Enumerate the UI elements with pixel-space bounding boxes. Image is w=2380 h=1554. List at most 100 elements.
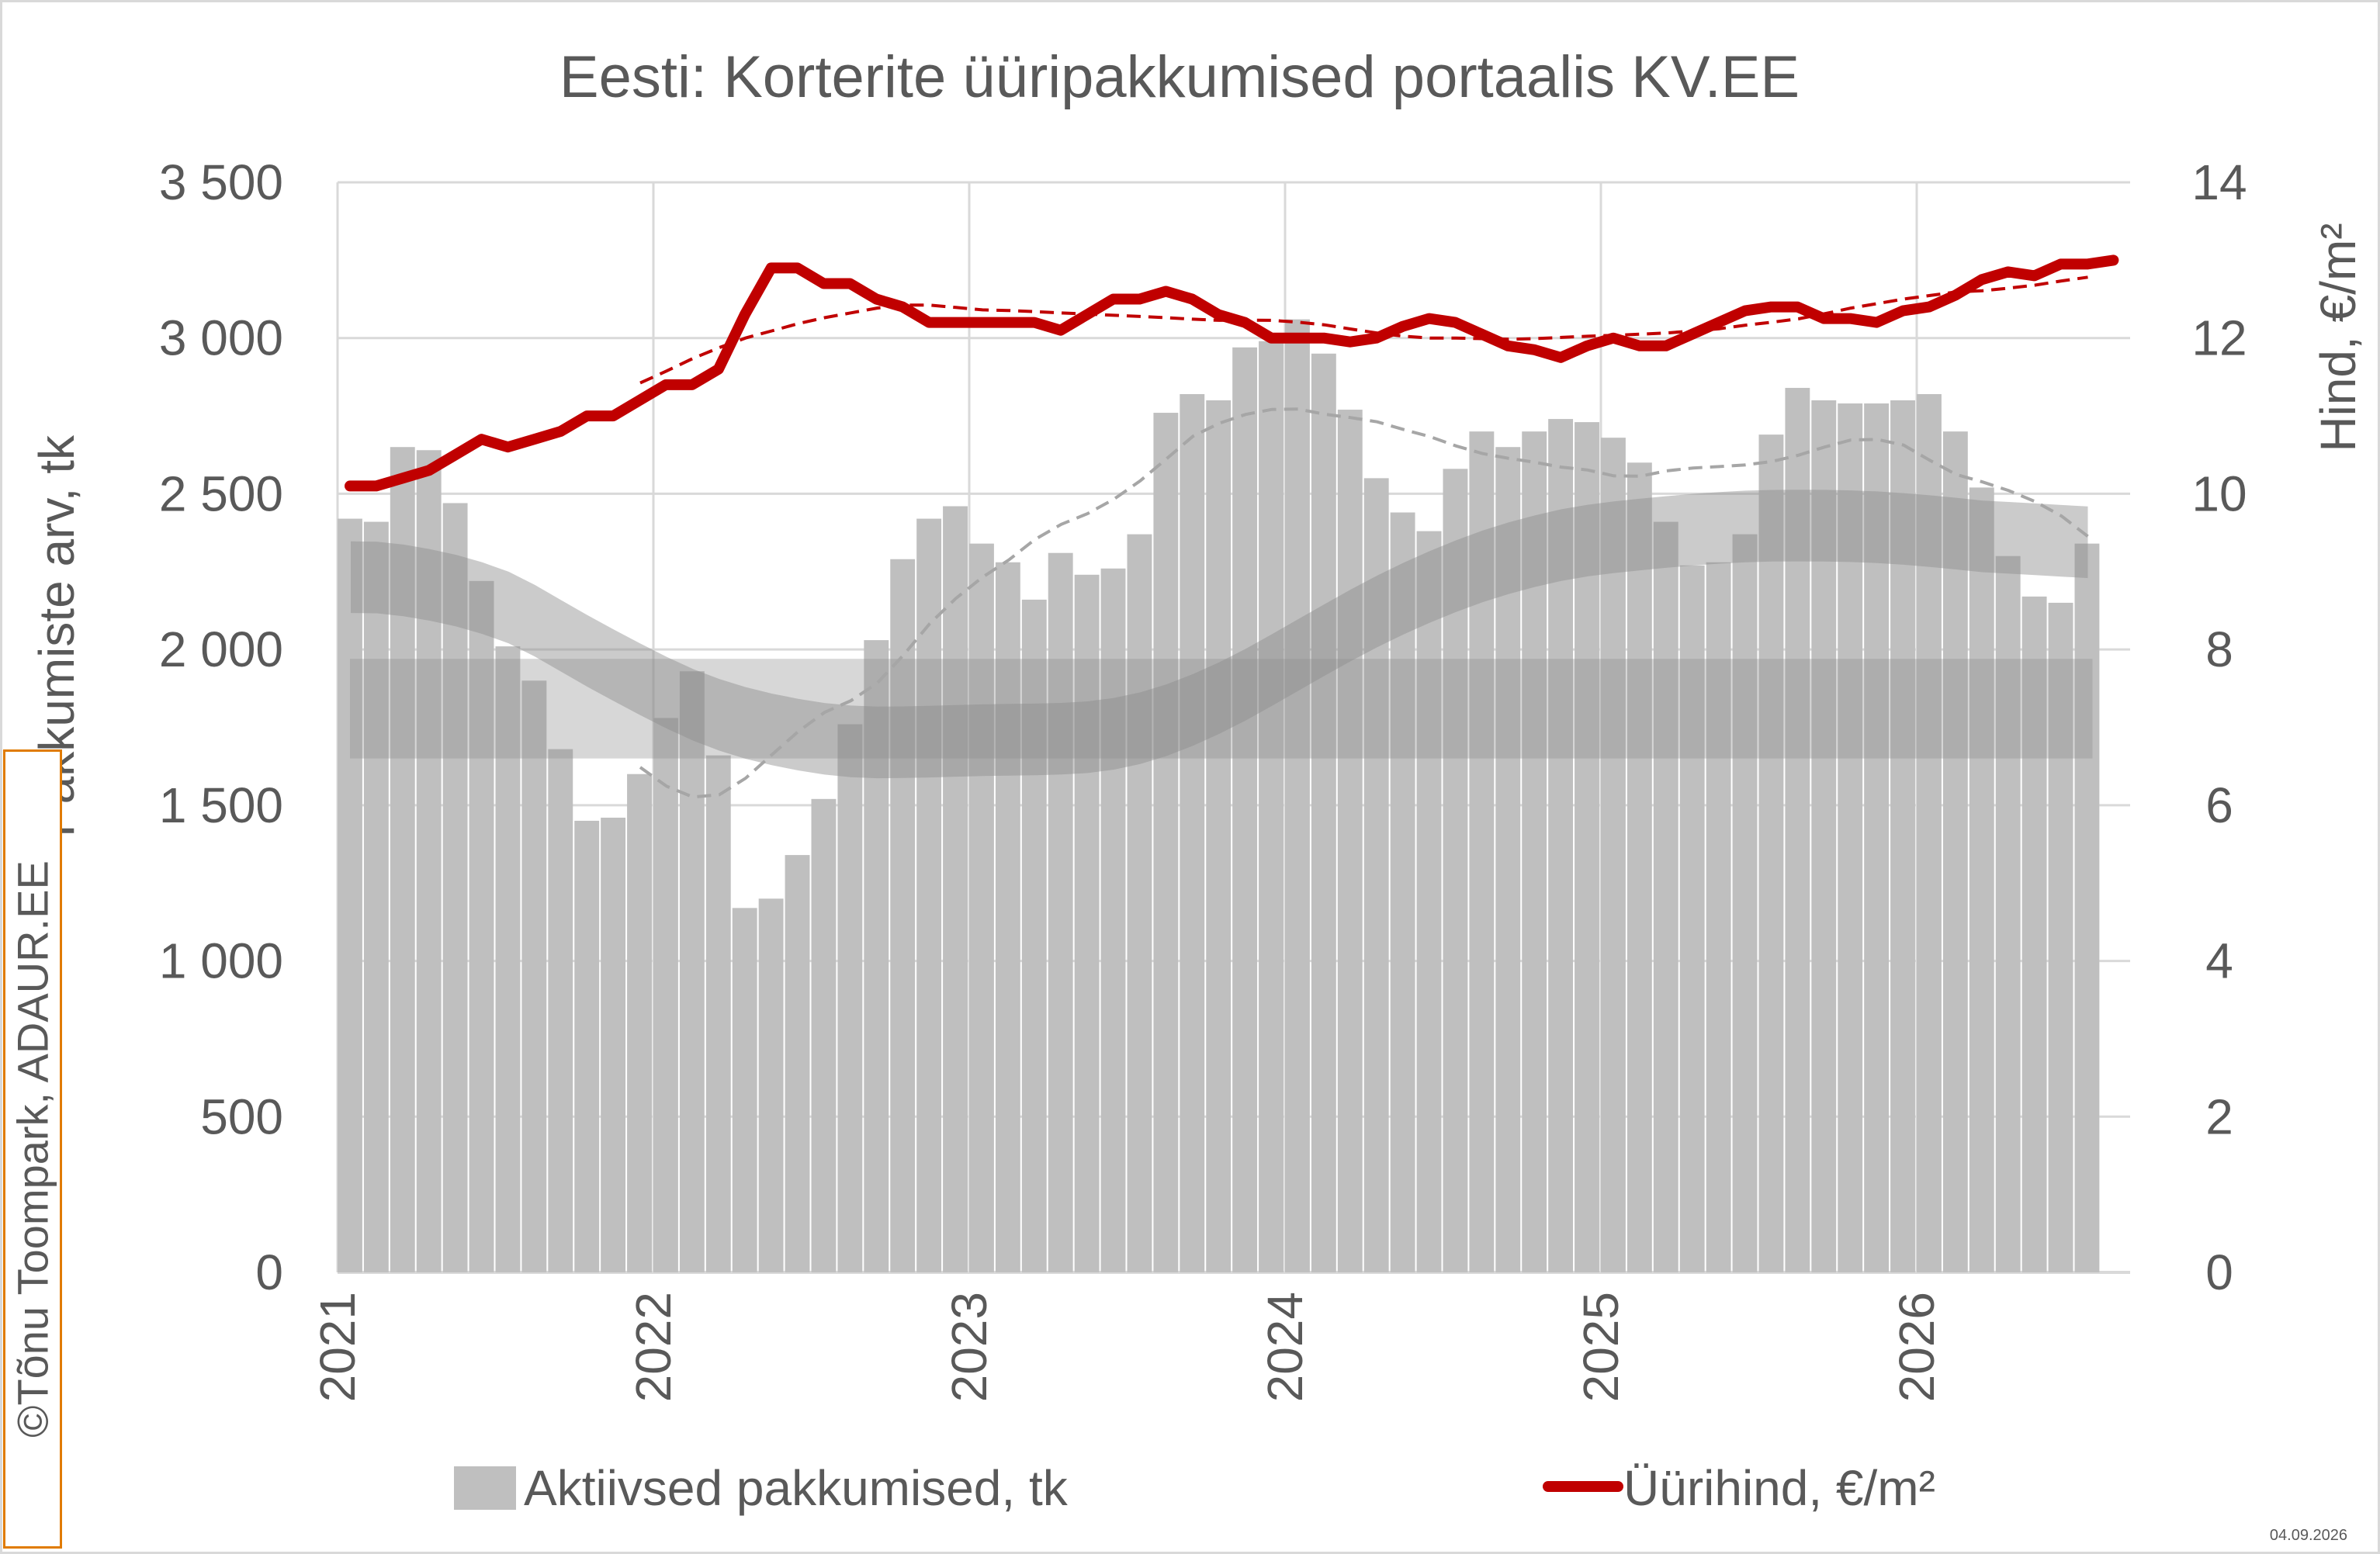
bar [1890, 400, 1915, 1272]
y-tick-label: 2 000 [159, 621, 283, 677]
bar [1917, 393, 1942, 1272]
bar [1811, 400, 1837, 1272]
bar [1232, 347, 1258, 1273]
bar [811, 798, 837, 1272]
bar [1206, 400, 1232, 1272]
x-tick-label: 2023 [941, 1292, 997, 1402]
price-trend-line [639, 275, 2088, 385]
offers-trend-line [639, 407, 2089, 799]
bar [732, 908, 757, 1272]
legend: Aktiivsed pakkumised, tk Üürihind, €/m² [454, 1460, 1935, 1516]
range-band [350, 659, 2093, 759]
bar [338, 518, 362, 1272]
trend-band [351, 490, 2088, 779]
bar [1785, 387, 1810, 1272]
x-tick-label: 2026 [1889, 1292, 1945, 1402]
y-tick-label: 2 500 [159, 466, 283, 521]
bar [1021, 599, 1047, 1272]
bar [679, 671, 705, 1272]
bar [1732, 534, 1758, 1272]
bar [574, 820, 600, 1272]
bar [1363, 478, 1389, 1272]
bar [390, 447, 415, 1272]
bar [548, 749, 573, 1272]
bar [1758, 434, 1784, 1272]
bar [890, 559, 916, 1272]
chart-title: Eesti: Korterite üüripakkumised portaali… [559, 44, 1800, 110]
trend-lines [639, 275, 2089, 799]
bar [601, 817, 626, 1272]
y-tick-label: 3 500 [159, 154, 283, 210]
legend-line-label: Üürihind, €/m² [1623, 1460, 1935, 1516]
bar [1180, 393, 1205, 1272]
bar [837, 724, 863, 1272]
price-series [345, 254, 2119, 492]
y-tick-label: 500 [200, 1088, 283, 1144]
bar [916, 518, 942, 1272]
bar [1443, 469, 1468, 1273]
y-axis-right-ticks: 0 2 4 6 8 10 12 14 [2191, 154, 2247, 1300]
bar [1259, 341, 1284, 1273]
bar [1548, 419, 1574, 1272]
bar [864, 640, 889, 1272]
copyright-text: ©Tõnu Toompark, ADAUR.EE [8, 860, 57, 1438]
y2-tick-label: 6 [2205, 777, 2233, 833]
bar [758, 898, 784, 1272]
bar [1942, 431, 1968, 1273]
x-tick-label: 2025 [1573, 1292, 1629, 1402]
bar [1522, 431, 1547, 1273]
y2-tick-label: 0 [2205, 1244, 2233, 1300]
x-tick-label: 2024 [1257, 1292, 1313, 1402]
bar [1153, 413, 1179, 1272]
bar [1864, 403, 1890, 1272]
bar [1575, 422, 1599, 1272]
y2-tick-label: 10 [2191, 466, 2247, 521]
x-tick-label: 2022 [625, 1292, 681, 1402]
price-line [345, 254, 2119, 492]
bar [1390, 512, 1415, 1272]
bar [1706, 562, 1731, 1272]
bar [2074, 543, 2100, 1272]
bar [785, 855, 810, 1272]
x-tick-label: 2021 [310, 1292, 365, 1402]
bar [469, 580, 494, 1272]
bar [495, 646, 521, 1272]
x-axis-ticks: 2021 2022 2023 2024 2025 2026 [310, 1292, 1945, 1402]
bar [995, 562, 1020, 1272]
bar [2021, 596, 2047, 1272]
y2-tick-label: 4 [2205, 933, 2233, 989]
bar [1627, 462, 1652, 1273]
bar [1469, 431, 1495, 1273]
y-axis-right-label: Hind, €/m² [2310, 223, 2366, 452]
bar [416, 450, 442, 1273]
bar [1679, 565, 1705, 1272]
y-tick-label: 1 000 [159, 933, 283, 989]
bar [1285, 319, 1310, 1273]
y-tick-label: 1 500 [159, 777, 283, 833]
bar [1838, 403, 1863, 1272]
bar [627, 774, 652, 1272]
bar [969, 543, 994, 1272]
bar [1311, 353, 1336, 1273]
y-tick-label: 0 [255, 1244, 283, 1300]
bar [705, 755, 731, 1272]
bar [1337, 410, 1363, 1272]
copyright-box: ©Tõnu Toompark, ADAUR.EE [3, 749, 62, 1549]
y2-tick-label: 12 [2191, 310, 2247, 366]
bar [521, 680, 547, 1272]
legend-bar-label: Aktiivsed pakkumised, tk [524, 1460, 1069, 1516]
bar [1495, 447, 1521, 1272]
bar [363, 521, 389, 1272]
y-axis-left-ticks: 0 500 1 000 1 500 2 000 2 500 3 000 3 500 [159, 154, 283, 1300]
y2-tick-label: 14 [2191, 154, 2247, 210]
bar [2048, 602, 2073, 1272]
y2-tick-label: 2 [2205, 1088, 2233, 1144]
legend-bar-swatch [454, 1466, 516, 1510]
bar [1048, 552, 1073, 1272]
bar [1969, 487, 1994, 1272]
bar [442, 503, 468, 1272]
y2-tick-label: 8 [2205, 621, 2233, 677]
bar [1416, 531, 1442, 1272]
